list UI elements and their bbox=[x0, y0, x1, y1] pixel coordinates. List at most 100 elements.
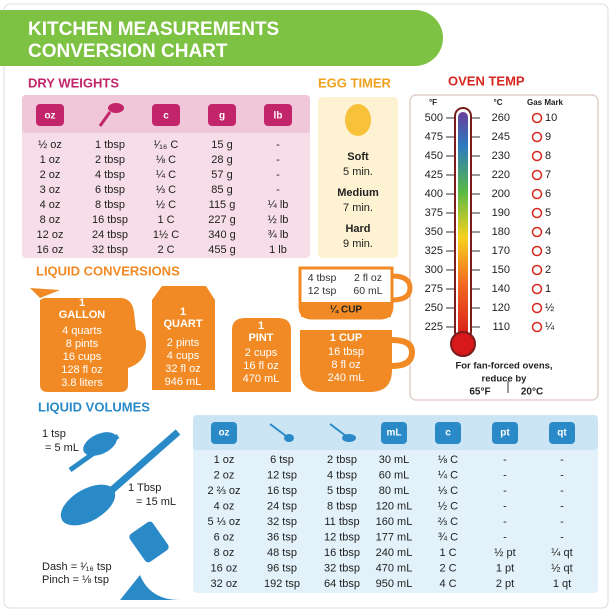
icon-label: c bbox=[163, 111, 169, 122]
conversion-line: 470 mL bbox=[243, 373, 280, 385]
table-cell: 1 lb bbox=[269, 244, 287, 256]
gas-icon bbox=[531, 112, 543, 124]
unit-icon bbox=[549, 422, 575, 444]
gas-icon bbox=[531, 150, 543, 162]
temp-f: 375 bbox=[425, 207, 443, 219]
gas-mark: 2 bbox=[545, 264, 551, 276]
section-title: DRY WEIGHTS bbox=[28, 75, 119, 90]
table-cell: 12 oz bbox=[37, 229, 64, 241]
section-title: LIQUID VOLUMES bbox=[38, 399, 150, 414]
table-cell: 115 g bbox=[209, 199, 236, 211]
table-cell: 8 oz bbox=[214, 547, 235, 559]
temp-c: 220 bbox=[492, 169, 510, 181]
table-cell: ½ oz bbox=[38, 139, 62, 151]
gas-mark: 10 bbox=[545, 112, 557, 124]
table-cell: - bbox=[560, 469, 564, 481]
egg-icon bbox=[345, 104, 371, 136]
unit-icon bbox=[36, 104, 64, 126]
quart-shape bbox=[152, 286, 215, 390]
conversion-line: 16 cups bbox=[63, 351, 102, 363]
table-cell: 15 g bbox=[211, 139, 232, 151]
table-cell: - bbox=[503, 469, 507, 481]
conversion-line: 8 pints bbox=[66, 338, 99, 350]
table-cell: ⅛ C bbox=[156, 154, 176, 166]
egg-time: 5 min. bbox=[343, 166, 373, 178]
table-cell: 4 C bbox=[439, 578, 456, 590]
temp-c: 245 bbox=[492, 131, 510, 143]
section-title: OVEN TEMP bbox=[448, 73, 525, 88]
tbsp-spoon bbox=[60, 484, 116, 526]
icon-label: qt bbox=[557, 428, 567, 439]
conversion-line: 3.8 liters bbox=[61, 377, 103, 389]
egg-time: 7 min. bbox=[343, 202, 373, 214]
table-cell: ½ C bbox=[438, 500, 458, 512]
dry-box bbox=[22, 95, 310, 258]
spoon-handle bbox=[329, 423, 347, 437]
conversion-line: 2 cups bbox=[245, 347, 278, 359]
egg-label: Medium bbox=[337, 187, 379, 199]
icon-label: mL bbox=[387, 428, 402, 439]
table-cell: 1 tbsp bbox=[95, 139, 125, 151]
header-bar bbox=[0, 10, 443, 66]
table-cell: - bbox=[560, 485, 564, 497]
table-cell: 32 oz bbox=[211, 578, 238, 590]
unit: GALLON bbox=[59, 309, 105, 321]
table-cell: 227 g bbox=[208, 214, 236, 226]
table-cell: ¹⁄₁₆ C bbox=[154, 139, 179, 151]
tsp-spoon bbox=[83, 432, 117, 456]
note: Pinch = ⅛ tsp bbox=[42, 574, 109, 586]
table-cell: 4 tbsp bbox=[327, 469, 357, 481]
table-cell: - bbox=[276, 184, 280, 196]
table-cell: 6 tbsp bbox=[95, 184, 125, 196]
egg-box bbox=[318, 97, 398, 258]
gas-mark: 6 bbox=[545, 188, 551, 200]
spoon-icon bbox=[108, 103, 124, 113]
pint-shape bbox=[232, 318, 291, 392]
temp-f: 450 bbox=[425, 150, 443, 162]
table-cell: ⅔ C bbox=[438, 516, 458, 528]
temp-c: 110 bbox=[492, 321, 510, 333]
temp-c: 260 bbox=[492, 112, 510, 124]
table-cell: 8 tbsp bbox=[95, 199, 125, 211]
table-cell: 5 ⅓ oz bbox=[207, 516, 240, 528]
table-cell: 24 tsp bbox=[267, 500, 297, 512]
conversion-line: 2 fl oz bbox=[354, 272, 382, 284]
gallon-shape bbox=[40, 298, 146, 392]
section-title: EGG TIMER bbox=[318, 75, 392, 90]
table-cell: 36 tsp bbox=[267, 531, 297, 543]
table-cell: 32 tsp bbox=[267, 516, 297, 528]
table-cell: - bbox=[276, 154, 280, 166]
table-cell: 4 oz bbox=[40, 199, 61, 211]
gas-icon bbox=[531, 264, 543, 276]
table-cell: 2 C bbox=[439, 562, 456, 574]
table-cell: 48 tsp bbox=[267, 547, 297, 559]
table-cell: ½ pt bbox=[494, 547, 515, 559]
table-cell: ⅛ C bbox=[438, 454, 458, 466]
note: 1 Tbsp bbox=[128, 482, 161, 494]
temp-c: 230 bbox=[492, 150, 510, 162]
tbsp-handle bbox=[109, 429, 181, 493]
table-cell: ½ lb bbox=[268, 214, 289, 226]
amount: 1 bbox=[79, 297, 85, 309]
table-cell: - bbox=[276, 169, 280, 181]
spoon-icon bbox=[284, 434, 294, 442]
quarter-cup-handle bbox=[391, 273, 413, 303]
gas-mark: 8 bbox=[545, 150, 551, 162]
temp-f: 250 bbox=[425, 302, 443, 314]
gas-icon bbox=[531, 207, 543, 219]
icon-label: oz bbox=[218, 428, 229, 439]
table-cell: 96 tsp bbox=[267, 562, 297, 574]
table-cell: 2 tbsp bbox=[327, 454, 357, 466]
thermometer-bulb bbox=[450, 331, 476, 357]
conversion-line: 2 pints bbox=[167, 337, 200, 349]
unit-icon bbox=[381, 422, 407, 444]
table-cell: ¼ C bbox=[156, 169, 176, 181]
note-value: 20°C bbox=[521, 387, 543, 398]
unit: ¼ CUP bbox=[330, 305, 363, 316]
conversion-line: 60 mL bbox=[353, 285, 382, 297]
table-cell: ⅓ C bbox=[438, 485, 458, 497]
conversion-line: 240 mL bbox=[328, 372, 365, 384]
column-header: °F bbox=[429, 98, 437, 107]
table-cell: 85 g bbox=[211, 184, 232, 196]
